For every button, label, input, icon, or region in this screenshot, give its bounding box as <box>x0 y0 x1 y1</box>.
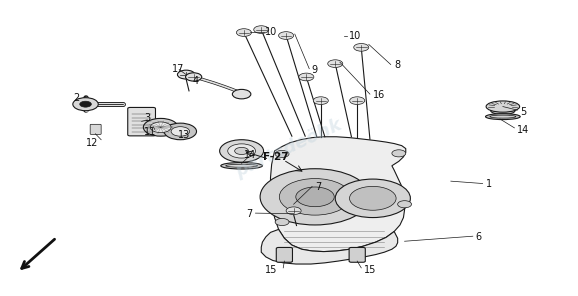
Circle shape <box>143 118 178 136</box>
Circle shape <box>313 97 328 104</box>
Text: 4: 4 <box>192 76 198 86</box>
Circle shape <box>335 179 410 218</box>
Circle shape <box>279 178 351 215</box>
Text: 15: 15 <box>364 265 376 275</box>
Circle shape <box>186 73 202 81</box>
Ellipse shape <box>221 163 262 169</box>
Circle shape <box>354 44 369 51</box>
Circle shape <box>275 218 289 226</box>
Text: 14: 14 <box>517 125 529 135</box>
Circle shape <box>235 147 249 155</box>
Ellipse shape <box>225 164 257 167</box>
Ellipse shape <box>486 101 520 112</box>
Circle shape <box>73 98 98 111</box>
Circle shape <box>299 73 314 81</box>
Text: 10: 10 <box>265 27 277 37</box>
Circle shape <box>279 32 294 39</box>
Ellipse shape <box>486 114 520 120</box>
Circle shape <box>350 186 396 210</box>
Circle shape <box>220 140 264 162</box>
Circle shape <box>286 207 301 215</box>
Circle shape <box>80 101 91 107</box>
Text: 11: 11 <box>144 127 157 137</box>
Circle shape <box>254 26 269 33</box>
Text: 14: 14 <box>243 150 256 160</box>
Circle shape <box>296 187 334 207</box>
Text: 3: 3 <box>144 113 150 123</box>
Text: 2: 2 <box>73 93 79 103</box>
Polygon shape <box>271 137 406 252</box>
Text: 10: 10 <box>349 31 361 41</box>
Polygon shape <box>261 229 398 264</box>
Circle shape <box>398 201 412 208</box>
Text: 6: 6 <box>475 232 481 242</box>
Text: 17: 17 <box>172 64 184 74</box>
Circle shape <box>228 144 255 158</box>
Circle shape <box>177 70 195 79</box>
FancyBboxPatch shape <box>349 247 365 262</box>
Circle shape <box>260 169 370 225</box>
Circle shape <box>236 29 251 36</box>
Text: 13: 13 <box>177 130 190 140</box>
Text: 1: 1 <box>486 178 492 189</box>
Text: 7: 7 <box>246 209 253 219</box>
Text: 16: 16 <box>373 90 385 100</box>
Circle shape <box>150 122 171 133</box>
Text: 9: 9 <box>311 65 317 75</box>
Text: F-27: F-27 <box>264 152 289 163</box>
Circle shape <box>232 89 251 99</box>
Circle shape <box>171 127 190 136</box>
Ellipse shape <box>491 107 515 114</box>
Circle shape <box>164 123 197 140</box>
FancyBboxPatch shape <box>128 107 155 136</box>
FancyBboxPatch shape <box>90 124 101 134</box>
FancyBboxPatch shape <box>276 247 292 262</box>
Circle shape <box>328 60 343 67</box>
Circle shape <box>275 150 289 157</box>
Text: 12: 12 <box>86 138 98 148</box>
Text: 8: 8 <box>394 59 401 70</box>
Text: 15: 15 <box>265 265 277 275</box>
Circle shape <box>392 150 406 157</box>
Ellipse shape <box>490 115 516 118</box>
Text: partsdeöhk: partsdeöhk <box>233 115 345 181</box>
Text: 5: 5 <box>520 107 527 117</box>
Text: 7: 7 <box>315 182 321 192</box>
Circle shape <box>350 97 365 104</box>
